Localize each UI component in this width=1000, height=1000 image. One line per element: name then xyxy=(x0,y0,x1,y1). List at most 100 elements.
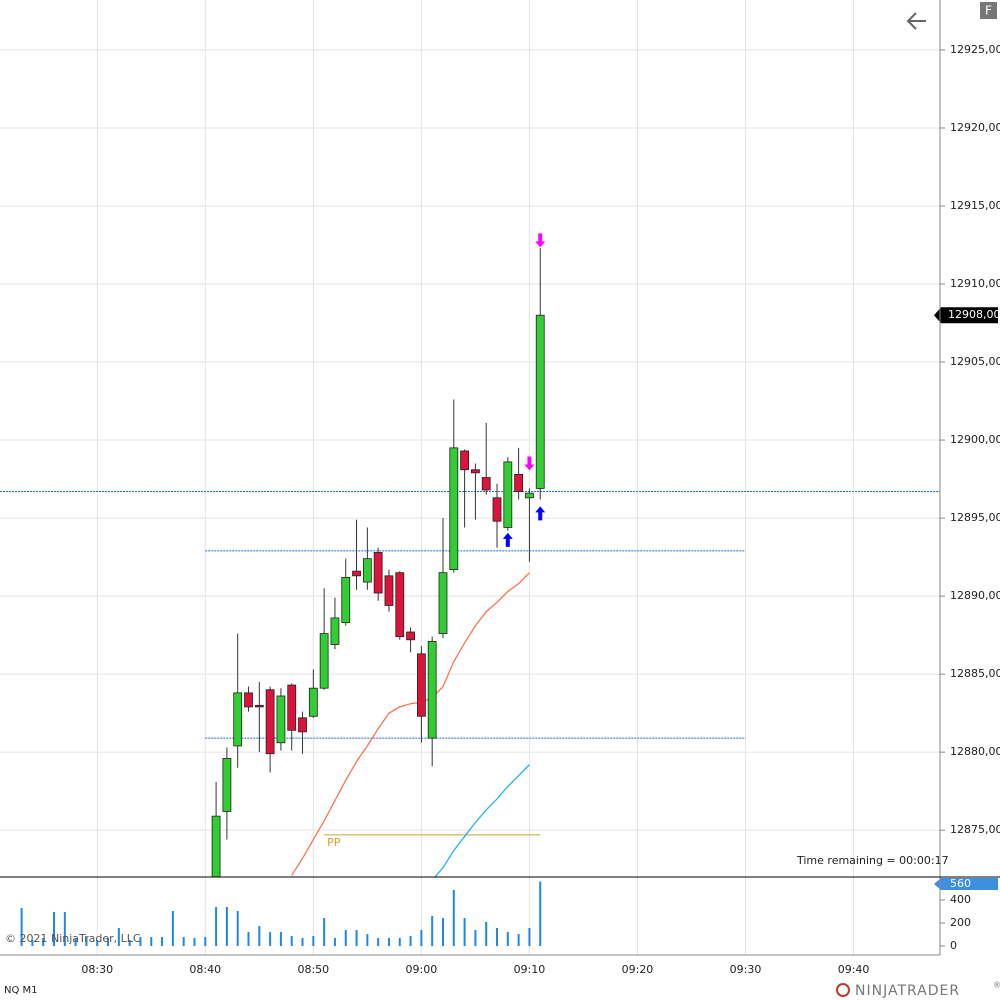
volume-panel xyxy=(20,881,542,947)
volume-bar xyxy=(333,937,336,947)
y-tick-label: 12905,00 xyxy=(950,355,1000,368)
y-tick-label: 12925,00 xyxy=(950,43,1000,56)
y-tick-label: 12920,00 xyxy=(950,121,1000,134)
candle-body xyxy=(525,492,534,499)
candle-body xyxy=(471,469,480,474)
logo-icon xyxy=(836,983,850,997)
x-tick-label: 09:30 xyxy=(730,963,762,976)
logo: NINJATRADER ® xyxy=(836,981,1000,999)
volume-bar xyxy=(85,937,88,947)
volume-bar xyxy=(301,937,304,947)
candle-body xyxy=(298,717,307,733)
volume-bar xyxy=(539,881,542,947)
price-panel: PP xyxy=(0,233,940,877)
volume-bar xyxy=(312,936,315,947)
candle-body xyxy=(503,461,513,528)
x-tick-label: 08:30 xyxy=(81,963,113,976)
y-tick-label: 12890,00 xyxy=(950,589,1000,602)
volume-bar xyxy=(215,907,218,947)
candle-body xyxy=(384,575,394,606)
back-arrow[interactable] xyxy=(906,12,926,30)
y-tick-label: 12875,00 xyxy=(950,823,1000,836)
x-tick-label: 09:10 xyxy=(514,963,546,976)
volume-bar xyxy=(150,937,153,947)
candle-body xyxy=(233,692,243,747)
y-tick-label: 12895,00 xyxy=(950,511,1000,524)
volume-bar xyxy=(63,911,66,947)
volume-bar xyxy=(182,937,185,947)
indicator-line xyxy=(434,764,530,877)
candle-body xyxy=(362,558,372,583)
volume-bar xyxy=(452,889,455,947)
x-tick-label: 09:40 xyxy=(838,963,870,976)
signal-arrow xyxy=(535,233,546,248)
level-label: PP xyxy=(327,836,341,849)
volume-last-label: 560 xyxy=(950,877,971,890)
candle-body xyxy=(416,653,426,717)
candle-body xyxy=(287,684,297,731)
volume-tick-label: 400 xyxy=(950,893,971,906)
signal-arrow xyxy=(535,506,546,521)
candle-body xyxy=(211,815,221,877)
volume-bar xyxy=(53,911,56,947)
volume-bar xyxy=(431,915,434,947)
volume-bar xyxy=(474,930,477,947)
candle-body xyxy=(449,447,459,570)
logo-text: NINJATRADER xyxy=(855,983,960,999)
candle-body xyxy=(481,477,491,491)
y-tick-label: 12885,00 xyxy=(950,667,1000,680)
candle-body xyxy=(330,617,340,645)
indicator-line xyxy=(291,572,530,876)
volume-bar xyxy=(377,937,380,947)
signal-arrow xyxy=(524,456,535,471)
last-price-box xyxy=(934,307,998,324)
volume-bar xyxy=(290,936,293,947)
y-tick-label: 12915,00 xyxy=(950,199,1000,212)
volume-bar xyxy=(344,930,347,947)
x-tick-label: 08:40 xyxy=(189,963,221,976)
axes: 08:30 08:40 08:50 09:00 09:10 09:20 09:30 09:40… xyxy=(81,43,1000,976)
volume-bar xyxy=(463,918,466,947)
volume-bar xyxy=(409,936,412,947)
candle-body xyxy=(460,450,469,471)
signal-arrow xyxy=(502,532,513,547)
volume-bar xyxy=(485,921,488,947)
volume-bar xyxy=(204,937,207,947)
volume-bar xyxy=(355,930,358,947)
volume-bar xyxy=(398,937,401,947)
volume-bar xyxy=(517,934,520,947)
y-tick-label: 12880,00 xyxy=(950,745,1000,758)
volume-last-box xyxy=(934,878,998,890)
f-button[interactable]: F xyxy=(980,2,997,19)
candle-body xyxy=(265,689,275,755)
time-remaining: Time remaining = 00:00:17 xyxy=(796,854,949,867)
candle-body xyxy=(254,704,264,708)
volume-bar xyxy=(117,927,120,947)
volume-bar xyxy=(496,927,499,947)
volume-bar xyxy=(107,937,110,947)
candle-body xyxy=(341,576,351,624)
back-button[interactable] xyxy=(906,12,926,30)
logo-mark: ® xyxy=(993,981,1000,990)
x-tick-label: 09:20 xyxy=(622,963,654,976)
volume-bar xyxy=(20,908,23,947)
f-button-label[interactable]: F xyxy=(985,4,992,18)
volume-bar xyxy=(161,937,164,947)
x-tick-label: 09:00 xyxy=(406,963,438,976)
copyright: © 2021 NinjaTrader, LLC xyxy=(5,932,141,945)
f-button-bg[interactable] xyxy=(980,2,997,19)
candle-body xyxy=(222,758,232,812)
volume-bar xyxy=(31,940,34,947)
volume-bar xyxy=(269,931,272,947)
candle-body xyxy=(535,314,545,489)
candle-body xyxy=(427,640,437,739)
volume-bar xyxy=(96,940,99,947)
volume-bar xyxy=(128,940,131,947)
y-tick-label: 12900,00 xyxy=(950,433,1000,446)
candle-body xyxy=(514,473,524,492)
candle-body xyxy=(395,572,405,638)
y-tick-label: 12910,00 xyxy=(950,277,1000,290)
volume-bar xyxy=(171,911,174,947)
volume-tick-label: 0 xyxy=(950,939,957,952)
candle-body xyxy=(319,633,329,689)
